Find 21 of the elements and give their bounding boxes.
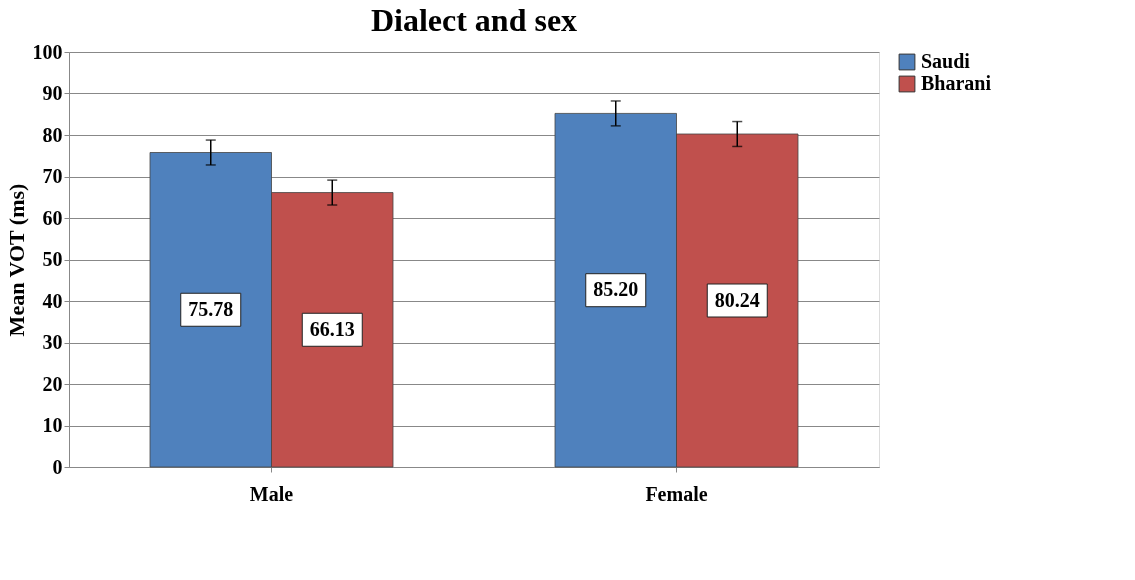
legend-label: Saudi: [921, 50, 971, 72]
data-label: 66.13: [309, 317, 355, 340]
x-tick-label: Male: [249, 482, 294, 505]
y-tick-label: 0: [52, 455, 63, 478]
y-tick-label: 70: [42, 165, 63, 187]
y-tick-label: 50: [42, 248, 63, 270]
data-label: 80.24: [714, 288, 760, 311]
y-tick-label: 60: [42, 206, 63, 229]
chart-title: Dialect and sex: [370, 2, 578, 38]
y-tick-label: 30: [42, 331, 63, 353]
data-label: 75.78: [188, 297, 234, 320]
y-tick-label: 20: [42, 372, 63, 395]
x-tick-label: Female: [645, 482, 708, 505]
legend-label: Bharani: [921, 72, 992, 94]
data-label: 85.20: [593, 278, 639, 301]
y-tick-label: 40: [42, 289, 63, 312]
y-tick-label: 100: [32, 40, 63, 63]
y-tick-label: 10: [42, 414, 63, 436]
y-axis-title: Mean VOT (ms): [3, 183, 29, 337]
y-tick-label: 80: [42, 123, 63, 146]
y-tick-label: 90: [42, 82, 63, 104]
